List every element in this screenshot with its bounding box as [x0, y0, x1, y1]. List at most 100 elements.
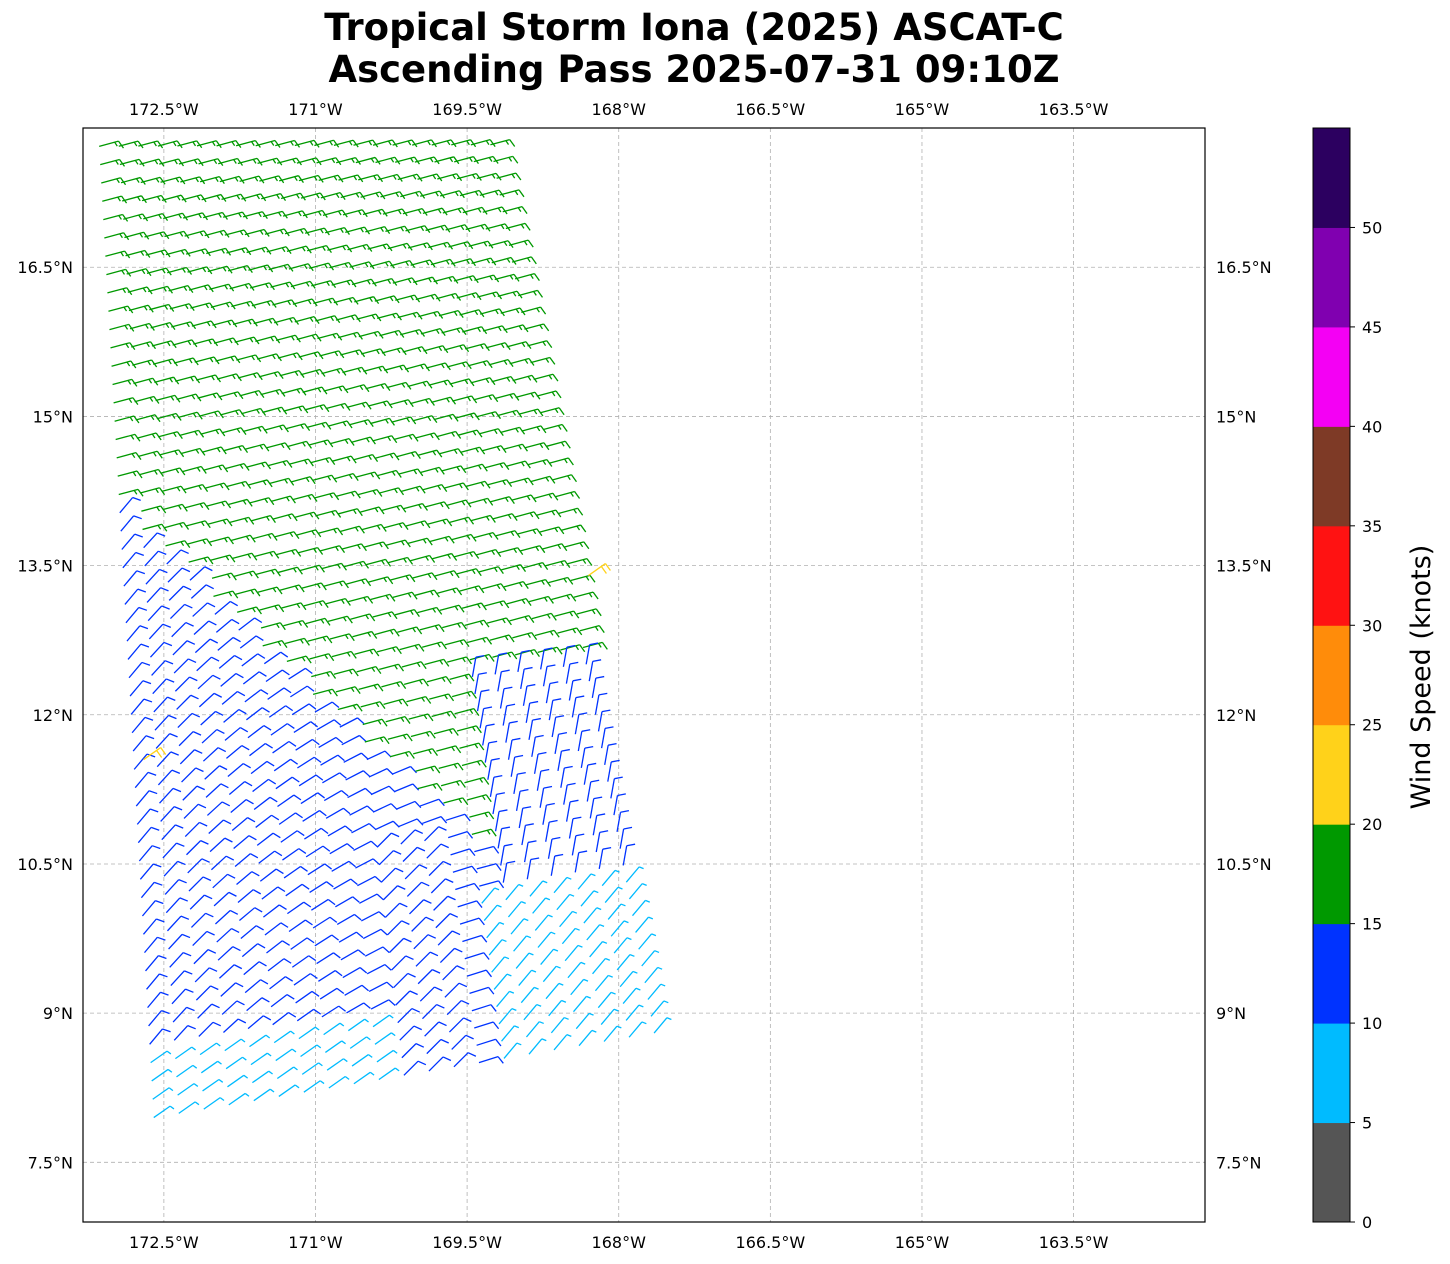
wind-barb — [322, 562, 348, 571]
wind-barb — [528, 1038, 547, 1055]
wind-barb — [551, 593, 577, 602]
wind-barb — [293, 973, 318, 986]
wind-barb — [193, 338, 219, 347]
wind-barb — [561, 927, 580, 945]
wind-barb — [165, 897, 188, 914]
wind-barb — [372, 803, 398, 813]
wind-barb — [400, 328, 426, 337]
wind-barb — [157, 769, 181, 786]
wind-barb — [600, 726, 614, 749]
wind-barb — [221, 193, 247, 202]
wind-barb — [252, 1070, 273, 1084]
wind-barb — [433, 895, 456, 911]
wind-barb — [284, 637, 310, 646]
wind-barb — [163, 212, 189, 221]
wind-barb — [217, 946, 241, 961]
colorbar-tick-label: 10 — [1362, 1014, 1382, 1033]
wind-barb — [130, 698, 153, 715]
lat-tick-label-right: 12°N — [1216, 706, 1256, 725]
wind-barb — [288, 458, 314, 467]
wind-barb — [483, 904, 502, 921]
wind-barb — [147, 605, 170, 622]
wind-barb — [525, 700, 539, 723]
wind-barb — [320, 192, 346, 201]
wind-barb — [424, 826, 447, 842]
wind-barb — [163, 860, 186, 877]
wind-barb — [335, 314, 361, 323]
wind-barb — [230, 799, 254, 813]
wind-barb — [140, 487, 166, 496]
wind-barb — [571, 833, 585, 856]
wind-barb — [137, 450, 163, 459]
wind-barb — [272, 740, 297, 754]
wind-barb — [173, 658, 197, 674]
wind-barb — [115, 433, 141, 442]
wind-barb — [565, 799, 579, 822]
wind-barb — [320, 754, 345, 766]
wind-barb — [103, 213, 129, 222]
wind-barb — [276, 1066, 298, 1080]
wind-barb — [329, 261, 355, 270]
colorbar-tick-label: 0 — [1362, 1213, 1372, 1232]
wind-barb — [469, 986, 495, 995]
wind-barb — [470, 514, 496, 523]
wind-barb — [379, 663, 405, 672]
wind-barb — [446, 361, 472, 370]
wind-barb — [433, 727, 459, 736]
wind-barb — [391, 765, 417, 775]
wind-barb — [578, 1029, 597, 1047]
wind-barb — [539, 785, 553, 808]
wind-barb — [199, 175, 225, 184]
wind-barb — [613, 793, 626, 816]
wind-barb — [481, 445, 507, 454]
wind-barb — [142, 523, 168, 532]
wind-barb — [417, 969, 441, 985]
lon-tick-label-bottom: 169.5°W — [432, 1233, 502, 1252]
wind-barb — [528, 595, 554, 604]
wind-barb — [355, 156, 381, 165]
wind-barb — [181, 767, 204, 783]
wind-barb — [491, 956, 510, 973]
wind-barb — [604, 742, 617, 765]
wind-barb — [431, 396, 457, 405]
wind-barb — [488, 939, 507, 956]
lat-tick-label-left: 16.5°N — [17, 258, 73, 277]
wind-barb — [110, 342, 136, 351]
wind-barb — [505, 883, 524, 901]
wind-barb — [459, 189, 485, 198]
wind-barb — [351, 1054, 373, 1067]
wind-barb — [150, 322, 176, 331]
wind-barb — [361, 911, 386, 922]
wind-barb — [536, 509, 562, 518]
wind-barb — [327, 420, 353, 429]
wind-barb — [527, 340, 553, 349]
wind-barb — [456, 172, 482, 181]
wind-barb — [382, 208, 408, 217]
wind-barb — [564, 944, 583, 962]
wind-barb — [366, 963, 392, 975]
wind-barb — [108, 305, 134, 314]
wind-barb — [165, 540, 191, 549]
wind-barb — [280, 192, 306, 201]
wind-barb — [190, 584, 214, 599]
wind-barb — [143, 532, 166, 549]
wind-barb — [308, 439, 334, 448]
wind-barb — [168, 585, 192, 601]
lon-tick-label-bottom: 166.5°W — [736, 1233, 806, 1252]
wind-barb — [481, 887, 500, 904]
wind-barb — [414, 432, 440, 441]
wind-barb — [273, 1030, 295, 1044]
wind-barb — [216, 373, 242, 382]
wind-barb — [376, 312, 402, 321]
wind-barb — [379, 487, 405, 496]
wind-barb — [146, 267, 172, 276]
wind-barb — [325, 597, 351, 606]
wind-barb — [220, 982, 244, 997]
wind-barb — [238, 617, 263, 631]
wind-barb — [622, 843, 636, 866]
wind-barb — [231, 300, 257, 309]
wind-barb — [323, 580, 349, 589]
wind-barb — [265, 442, 291, 451]
wind-barb — [461, 759, 487, 768]
wind-barb — [456, 292, 482, 301]
